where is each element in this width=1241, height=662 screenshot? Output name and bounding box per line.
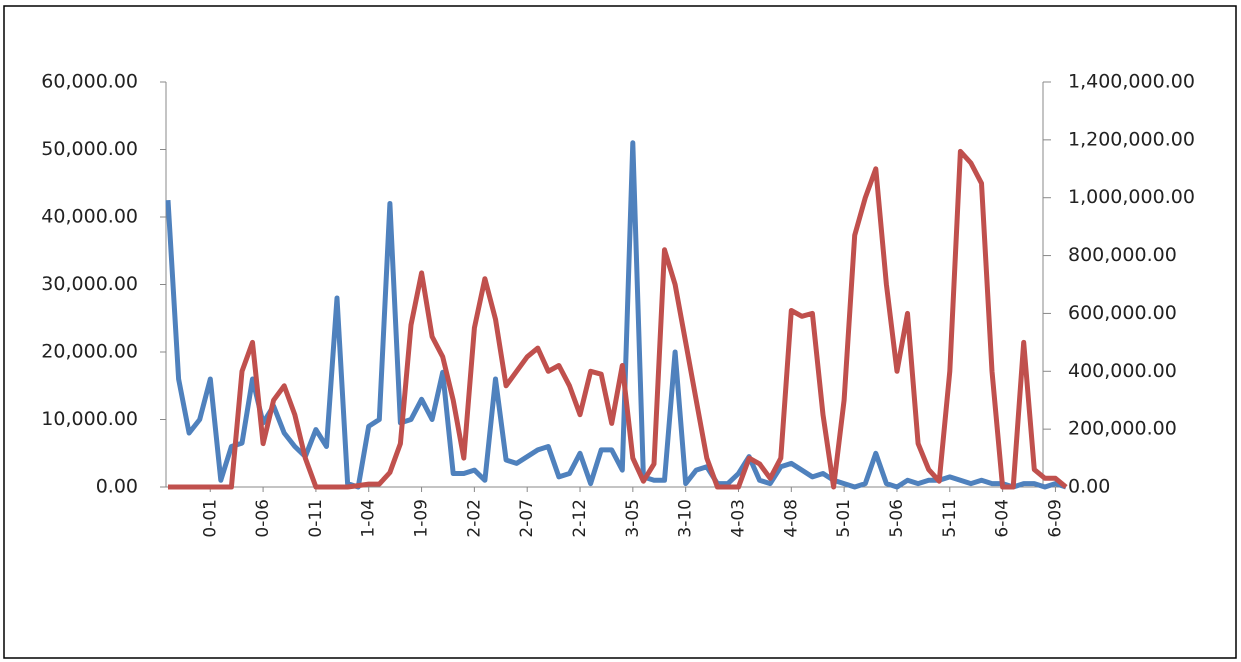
x-tick-label: 3-05 (623, 499, 643, 538)
y2-tick-label: 1,200,000.00 (1068, 128, 1195, 150)
y2-tick-label: 0.00 (1068, 476, 1110, 498)
x-tick-label: 0-01 (200, 499, 220, 538)
x-tick-label: 5-11 (940, 499, 960, 538)
x-tick-label: 3-10 (676, 499, 696, 538)
y2-tick-label: 600,000.00 (1068, 302, 1177, 324)
x-tick-label: 2-07 (517, 499, 537, 538)
x-tick-label: 1-04 (359, 499, 379, 538)
y-tick-label: 10,000.00 (41, 408, 138, 430)
x-tick-label: 6-09 (1045, 499, 1065, 538)
x-tick-label: 2-02 (464, 499, 484, 538)
y2-tick-label: 800,000.00 (1068, 244, 1177, 266)
y2-tick-label: 1,000,000.00 (1068, 186, 1195, 208)
y-tick-label: 30,000.00 (41, 273, 138, 295)
x-tick-label: 5-01 (834, 499, 854, 538)
y-tick-label: 50,000.00 (41, 138, 138, 160)
series-line (165, 140, 1067, 490)
series-line (168, 148, 1068, 490)
x-tick-label: 2-12 (570, 499, 590, 538)
x-tick-label: 0-06 (253, 499, 273, 538)
y2-tick-label: 400,000.00 (1068, 360, 1177, 382)
y-tick-label: 60,000.00 (41, 71, 138, 93)
y-tick-label: 20,000.00 (41, 341, 138, 363)
y2-tick-label: 1,400,000.00 (1068, 71, 1195, 93)
y2-tick-label: 200,000.00 (1068, 418, 1177, 440)
x-tick-label: 6-04 (993, 499, 1013, 538)
x-tick-label: 1-09 (412, 499, 432, 538)
y-tick-label: 40,000.00 (41, 206, 138, 228)
x-tick-label: 0-11 (306, 499, 326, 538)
chart-border (3, 5, 1237, 659)
y-tick-label: 0.00 (96, 476, 138, 498)
x-tick-label: 4-08 (781, 499, 801, 538)
x-tick-label: 5-06 (887, 499, 907, 538)
x-tick-label: 4-03 (728, 499, 748, 538)
